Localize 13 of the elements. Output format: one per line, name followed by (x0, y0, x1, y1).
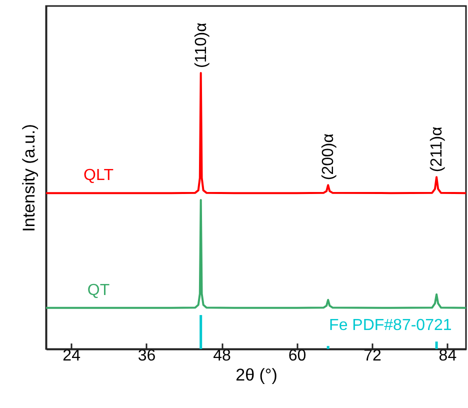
x-axis-title: 2θ (°) (236, 366, 278, 384)
annotation: (211)α (428, 126, 446, 172)
x-tick-label: 84 (438, 348, 457, 364)
annotation: (200)α (320, 133, 338, 180)
series-label: QT (87, 282, 110, 299)
x-tick-label: 36 (138, 348, 156, 364)
annotation: (110)α (192, 22, 210, 68)
y-axis-title: Intensity (a.u.) (20, 124, 38, 232)
series-label: Fe PDF#87-0721 (329, 317, 452, 334)
x-tick-label: 60 (288, 348, 306, 364)
x-tick-label: 48 (213, 348, 232, 364)
x-tick-label: 24 (62, 348, 81, 364)
series-label: QLT (84, 167, 114, 184)
